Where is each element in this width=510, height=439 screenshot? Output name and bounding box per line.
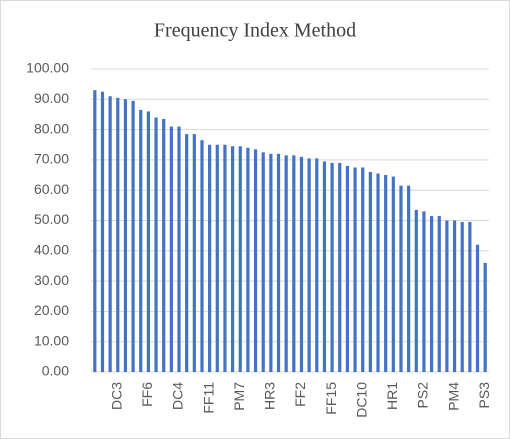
x-tick-label: FF15 [323,382,339,415]
bar [223,144,227,372]
bar [445,220,449,372]
y-tick-label: 40.00 [34,242,69,258]
x-tick-label: DC4 [170,382,186,410]
bar [108,96,112,373]
x-tick-label: PS2 [415,382,431,409]
x-tick-label: PM7 [231,382,247,411]
bar [345,165,350,372]
bar [246,147,250,372]
bar [338,162,342,372]
bar [116,97,120,372]
bar [399,185,403,372]
bar [154,117,158,372]
y-tick-label: 30.00 [34,272,69,288]
bar [123,99,128,373]
bar [422,211,426,372]
bar [200,140,204,372]
x-tick-label: DC3 [108,382,124,410]
bar [437,215,441,372]
bar [131,100,135,372]
bar [276,153,281,372]
bar [230,146,235,372]
bar [185,134,189,372]
x-tick-label: HR3 [262,382,278,410]
bar [292,155,296,372]
bar [253,149,258,372]
bar [139,109,143,372]
bar [238,146,242,372]
bar [468,222,472,372]
y-tick-label: 10.00 [34,332,69,348]
x-tick-label: PS3 [476,382,492,409]
bar [100,91,105,372]
bar [429,215,434,372]
x-tick-label: HR1 [384,382,400,410]
bar [452,220,457,372]
x-tick-label: FF6 [139,382,155,407]
bar [177,126,181,372]
bar [330,162,334,372]
bar [215,144,219,372]
y-tick-label: 50.00 [34,211,69,227]
bar [315,158,319,372]
bar [376,173,380,372]
bar [475,244,480,372]
y-tick-label: 0.00 [42,363,69,379]
bar [384,175,388,372]
bar [162,118,166,373]
y-tick-label: 70.00 [34,151,69,167]
bar [368,172,372,372]
x-tick-label: PM4 [445,382,461,411]
y-tick-label: 60.00 [34,181,69,197]
bar [353,167,357,372]
bar [391,176,395,372]
bar [307,158,311,372]
bar [261,152,265,372]
bar [269,153,273,372]
bar [414,209,418,372]
x-tick-label: DC10 [353,382,369,418]
bar [361,167,365,372]
bar [407,185,411,372]
y-tick-label: 90.00 [34,90,69,106]
bar [322,161,327,372]
chart-title: Frequency Index Method [154,20,356,42]
y-tick-label: 100.00 [26,60,69,76]
bar [93,90,97,373]
bar [192,134,196,372]
y-tick-label: 80.00 [34,120,69,136]
y-tick-label: 20.00 [34,302,69,318]
bar [460,222,464,372]
bar [208,144,212,372]
bar [146,111,151,373]
bar [169,126,173,372]
bar [299,156,304,372]
x-tick-label: FF11 [200,382,216,414]
bar [284,155,288,372]
x-tick-label: FF2 [292,382,308,407]
bar [483,262,487,372]
